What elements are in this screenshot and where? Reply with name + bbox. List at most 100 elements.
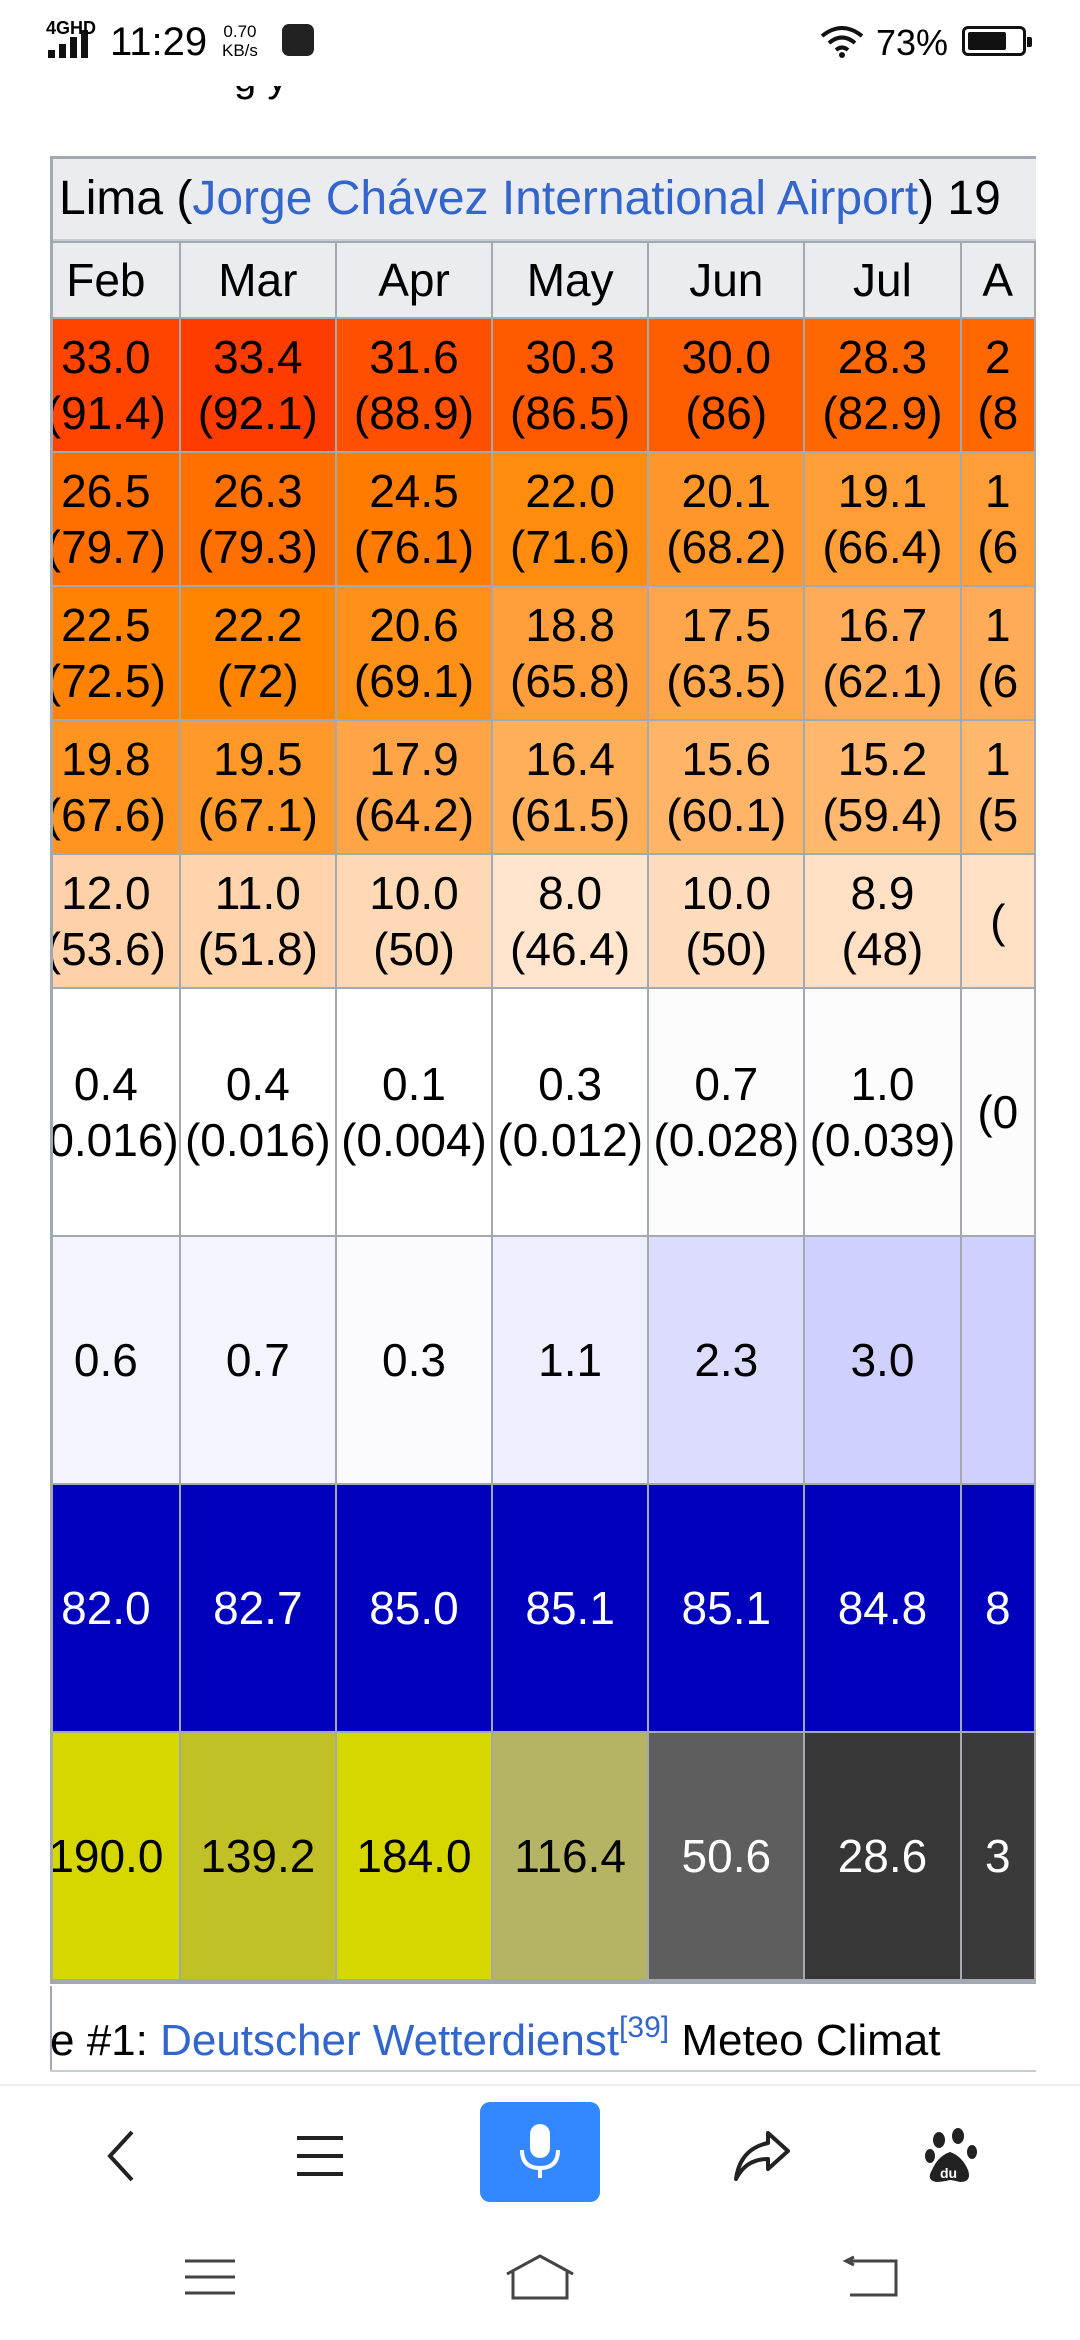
table-cell: 8.0 (46.4) <box>491 853 650 989</box>
table-cell: 33.4 (92.1) <box>178 317 337 453</box>
table-cell: 50.6 <box>647 1731 806 1981</box>
menu-icon <box>297 2136 343 2176</box>
table-cell: 16.7 (62.1) <box>803 585 962 721</box>
back-icon <box>107 2130 134 2182</box>
table-cell: ( <box>959 853 1036 989</box>
precipitation-days-row: 0.6 0.7 0.3 1.1 2.3 3.0 <box>53 1235 1036 1485</box>
climate-grid: Feb Mar Apr May Jun Jul A 33.0 (91.4) 33.4 (92.1)… <box>53 241 1036 1981</box>
month-header: Apr <box>334 241 494 319</box>
month-header: Jul <box>803 241 962 319</box>
table-cell: 2 (8 <box>959 317 1036 453</box>
table-cell: 8 <box>959 1483 1036 1733</box>
mean-min-row: 19.8 (67.6) 19.5 (67.1) 17.9 (64.2) 16.4 (61.5)… <box>53 719 1036 855</box>
table-cell: 30.3 (86.5) <box>491 317 650 453</box>
menu-button[interactable] <box>270 2106 370 2206</box>
table-cell: 2.3 <box>647 1235 806 1485</box>
recents-icon <box>185 2259 235 2295</box>
table-cell: 116.4 <box>491 1731 650 1981</box>
month-header: Feb <box>53 241 181 319</box>
month-header: Jun <box>647 241 806 319</box>
sources-note: e #1: Deutscher Wetterdienst[39] Meteo C… <box>50 1986 1036 2072</box>
table-cell: 11.0 (51.8) <box>178 853 337 989</box>
table-cell: 10.0 (50) <box>647 853 806 989</box>
table-cell: 26.3 (79.3) <box>178 451 337 587</box>
table-cell: 17.5 (63.5) <box>647 585 806 721</box>
table-cell: 3.0 <box>803 1235 962 1485</box>
table-cell: 19.1 (66.4) <box>803 451 962 587</box>
home-button[interactable] <box>500 2242 580 2312</box>
table-cell: 22.2 (72) <box>178 585 337 721</box>
clock: 11:29 <box>110 20 208 64</box>
status-bar: 4GHD 11:29 0.70 KB/s 73% <box>0 0 1080 86</box>
network-speed: 0.70 KB/s <box>222 22 258 60</box>
month-header: Mar <box>178 241 337 319</box>
baidu-button[interactable]: du <box>902 2106 1002 2206</box>
record-high-row: 33.0 (91.4) 33.4 (92.1) 31.6 (88.9) 30.3 (86.5)… <box>53 317 1036 453</box>
table-cell: 0.6 <box>53 1235 181 1485</box>
table-cell: 22.0 (71.6) <box>491 451 650 587</box>
table-cell: 1 (6 <box>959 585 1036 721</box>
climate-table[interactable]: Lima (Jorge Chávez International Airport… <box>50 156 1036 1984</box>
table-cell: 0.4(0.016) <box>53 987 181 1237</box>
record-low-row: 12.0 (53.6) 11.0 (51.8) 10.0 (50) 8.0 (46.4) 10.… <box>53 853 1036 989</box>
table-cell: 26.5 (79.7) <box>53 451 181 587</box>
nav-back-button[interactable] <box>830 2242 910 2312</box>
dwd-link[interactable]: Deutscher Wetterdienst <box>160 2016 620 2065</box>
table-cell: 1.1 <box>491 1235 650 1485</box>
table-cell: 0.3 <box>334 1235 494 1485</box>
table-cell: 0.3 (0.012) <box>491 987 650 1237</box>
table-cell: 3 <box>959 1731 1036 1981</box>
table-cell: 18.8 (65.8) <box>491 585 650 721</box>
table-cell: (0 <box>959 987 1036 1237</box>
sunshine-hours-row: 190.0 139.2 184.0 116.4 50.6 28.6 3 <box>53 1731 1036 1981</box>
reference-39[interactable]: [39] <box>619 2011 670 2044</box>
table-cell <box>959 1235 1036 1485</box>
network-type: 4GHD <box>46 18 97 38</box>
recents-button[interactable] <box>170 2242 250 2312</box>
mean-max-row: 26.5 (79.7) 26.3 (79.3) 24.5 (76.1) 22.0 (71.6)… <box>53 451 1036 587</box>
table-cell: 19.8 (67.6) <box>53 719 181 855</box>
battery-icon <box>962 26 1032 56</box>
table-cell: 19.5 (67.1) <box>178 719 337 855</box>
system-nav-bar <box>0 2220 1080 2340</box>
table-cell: 1.0 (0.039) <box>803 987 962 1237</box>
table-caption: Lima (Jorge Chávez International Airport… <box>53 159 1036 241</box>
home-icon <box>506 2254 574 2300</box>
table-cell: 28.6 <box>803 1731 962 1981</box>
microphone-icon <box>520 2124 560 2178</box>
battery-percent: 73% <box>876 22 949 63</box>
table-cell: 22.5 (72.5) <box>53 585 181 721</box>
table-cell: 30.0 (86) <box>647 317 806 453</box>
table-cell: 0.4(0.016) <box>178 987 337 1237</box>
table-cell: 20.6 (69.1) <box>334 585 494 721</box>
voice-search-button[interactable] <box>480 2102 600 2202</box>
share-button[interactable] <box>712 2106 812 2206</box>
table-cell: 1 (6 <box>959 451 1036 587</box>
wifi-icon <box>820 26 864 58</box>
web-content[interactable]: g y Lima (Jorge Chávez International Air… <box>0 86 1080 2084</box>
table-cell: 33.0 (91.4) <box>53 317 181 453</box>
back-button[interactable] <box>72 2106 172 2206</box>
table-cell: 12.0 (53.6) <box>53 853 181 989</box>
table-cell: 85.1 <box>647 1483 806 1733</box>
table-cell: 0.7 <box>178 1235 337 1485</box>
browser-toolbar: du <box>0 2084 1080 2222</box>
table-cell: 16.4 (61.5) <box>491 719 650 855</box>
table-cell: 15.2 (59.4) <box>803 719 962 855</box>
table-cell: 184.0 <box>334 1731 494 1981</box>
table-cell: 1 (5 <box>959 719 1036 855</box>
table-cell: 85.1 <box>491 1483 650 1733</box>
table-cell: 31.6 (88.9) <box>334 317 494 453</box>
table-cell: 190.0 <box>53 1731 181 1981</box>
table-cell: 0.7 (0.028) <box>647 987 806 1237</box>
table-cell: 82.0 <box>53 1483 181 1733</box>
table-cell: 0.1 (0.004) <box>334 987 494 1237</box>
table-cell: 28.3 (82.9) <box>803 317 962 453</box>
month-header: A <box>959 241 1036 319</box>
table-cell: 84.8 <box>803 1483 962 1733</box>
table-cell: 8.9 (48) <box>803 853 962 989</box>
humidity-row: 82.0 82.7 85.0 85.1 85.1 84.8 8 <box>53 1483 1036 1733</box>
table-cell: 10.0 (50) <box>334 853 494 989</box>
table-cell: 24.5 (76.1) <box>334 451 494 587</box>
airport-link[interactable]: Jorge Chávez International Airport <box>192 172 919 225</box>
